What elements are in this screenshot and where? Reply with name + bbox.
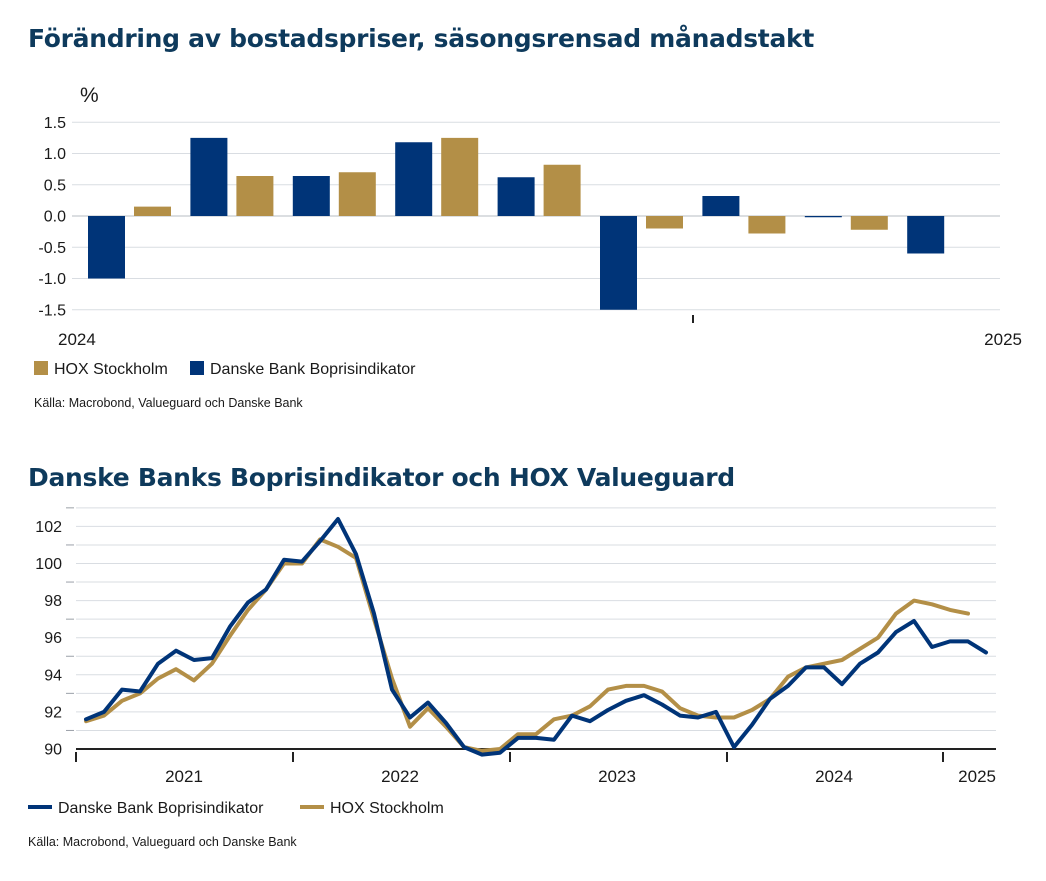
hox-line [84,537,970,753]
chart1-ytick-label: -1.5 [38,302,66,319]
chart1-ytick-label: -0.5 [38,240,66,257]
chart2-source: Källa: Macrobond, Valueguard och Danske … [28,835,297,849]
chart1-legend-label: Danske Bank Boprisindikator [210,361,416,378]
chart2-ytick-label: 96 [44,630,62,647]
hox-bar [646,216,683,229]
chart1-ytick-label: -1.0 [38,271,66,288]
danske-bar [292,176,330,216]
chart1-xtick-label: 2024 [58,330,96,349]
chart2-xtick-label: 2023 [598,767,636,786]
chart1-ytick-label: 0.5 [44,177,66,194]
chart2-title: Danske Banks Boprisindikator och HOX Val… [28,463,735,492]
chart2-ytick-label: 98 [44,593,62,610]
chart2-xtick-label: 2022 [381,767,419,786]
chart1-xtick-label: 2025 [984,330,1022,349]
chart1-ylabel: % [80,84,99,107]
chart2-ytick-label: 100 [35,556,62,573]
danske-bar [702,196,740,216]
danske-line [84,517,988,757]
chart1-legend-label: HOX Stockholm [54,361,168,378]
chart1-legend-swatch [34,361,48,375]
danske-bar [600,216,637,310]
hox-bar [850,216,888,230]
chart2-ytick-label: 92 [44,704,62,721]
chart1-title: Förändring av bostadspriser, säsongsrens… [28,24,815,53]
chart2-legend-label: HOX Stockholm [330,800,444,817]
hox-bar [441,137,479,216]
hox-bar [338,172,376,216]
chart2-xtick-label: 2025 [958,767,996,786]
danske-bar [804,216,842,218]
hox-bar [748,216,786,234]
danske-bar [190,137,228,216]
danske-bar [497,177,535,216]
chart1-ytick-label: 0.0 [44,209,66,226]
hox-bar [543,164,581,216]
chart2-ytick-label: 94 [44,667,62,684]
chart1-ytick-label: 1.5 [44,115,66,132]
chart2-xtick-label: 2021 [165,767,203,786]
chart1-source: Källa: Macrobond, Valueguard och Danske … [34,396,303,410]
hox-bar [236,176,274,216]
danske-bar [88,216,125,279]
chart1-legend-swatch [190,361,204,375]
chart2-ytick-label: 90 [44,742,62,759]
hox-bar [134,206,171,216]
chart2-xtick-label: 2024 [815,767,853,786]
danske-bar [907,216,945,254]
danske-bar [395,142,433,216]
chart1-ytick-label: 1.0 [44,146,66,163]
chart2-ytick-label: 102 [35,519,62,536]
chart2-legend-label: Danske Bank Boprisindikator [58,800,264,817]
